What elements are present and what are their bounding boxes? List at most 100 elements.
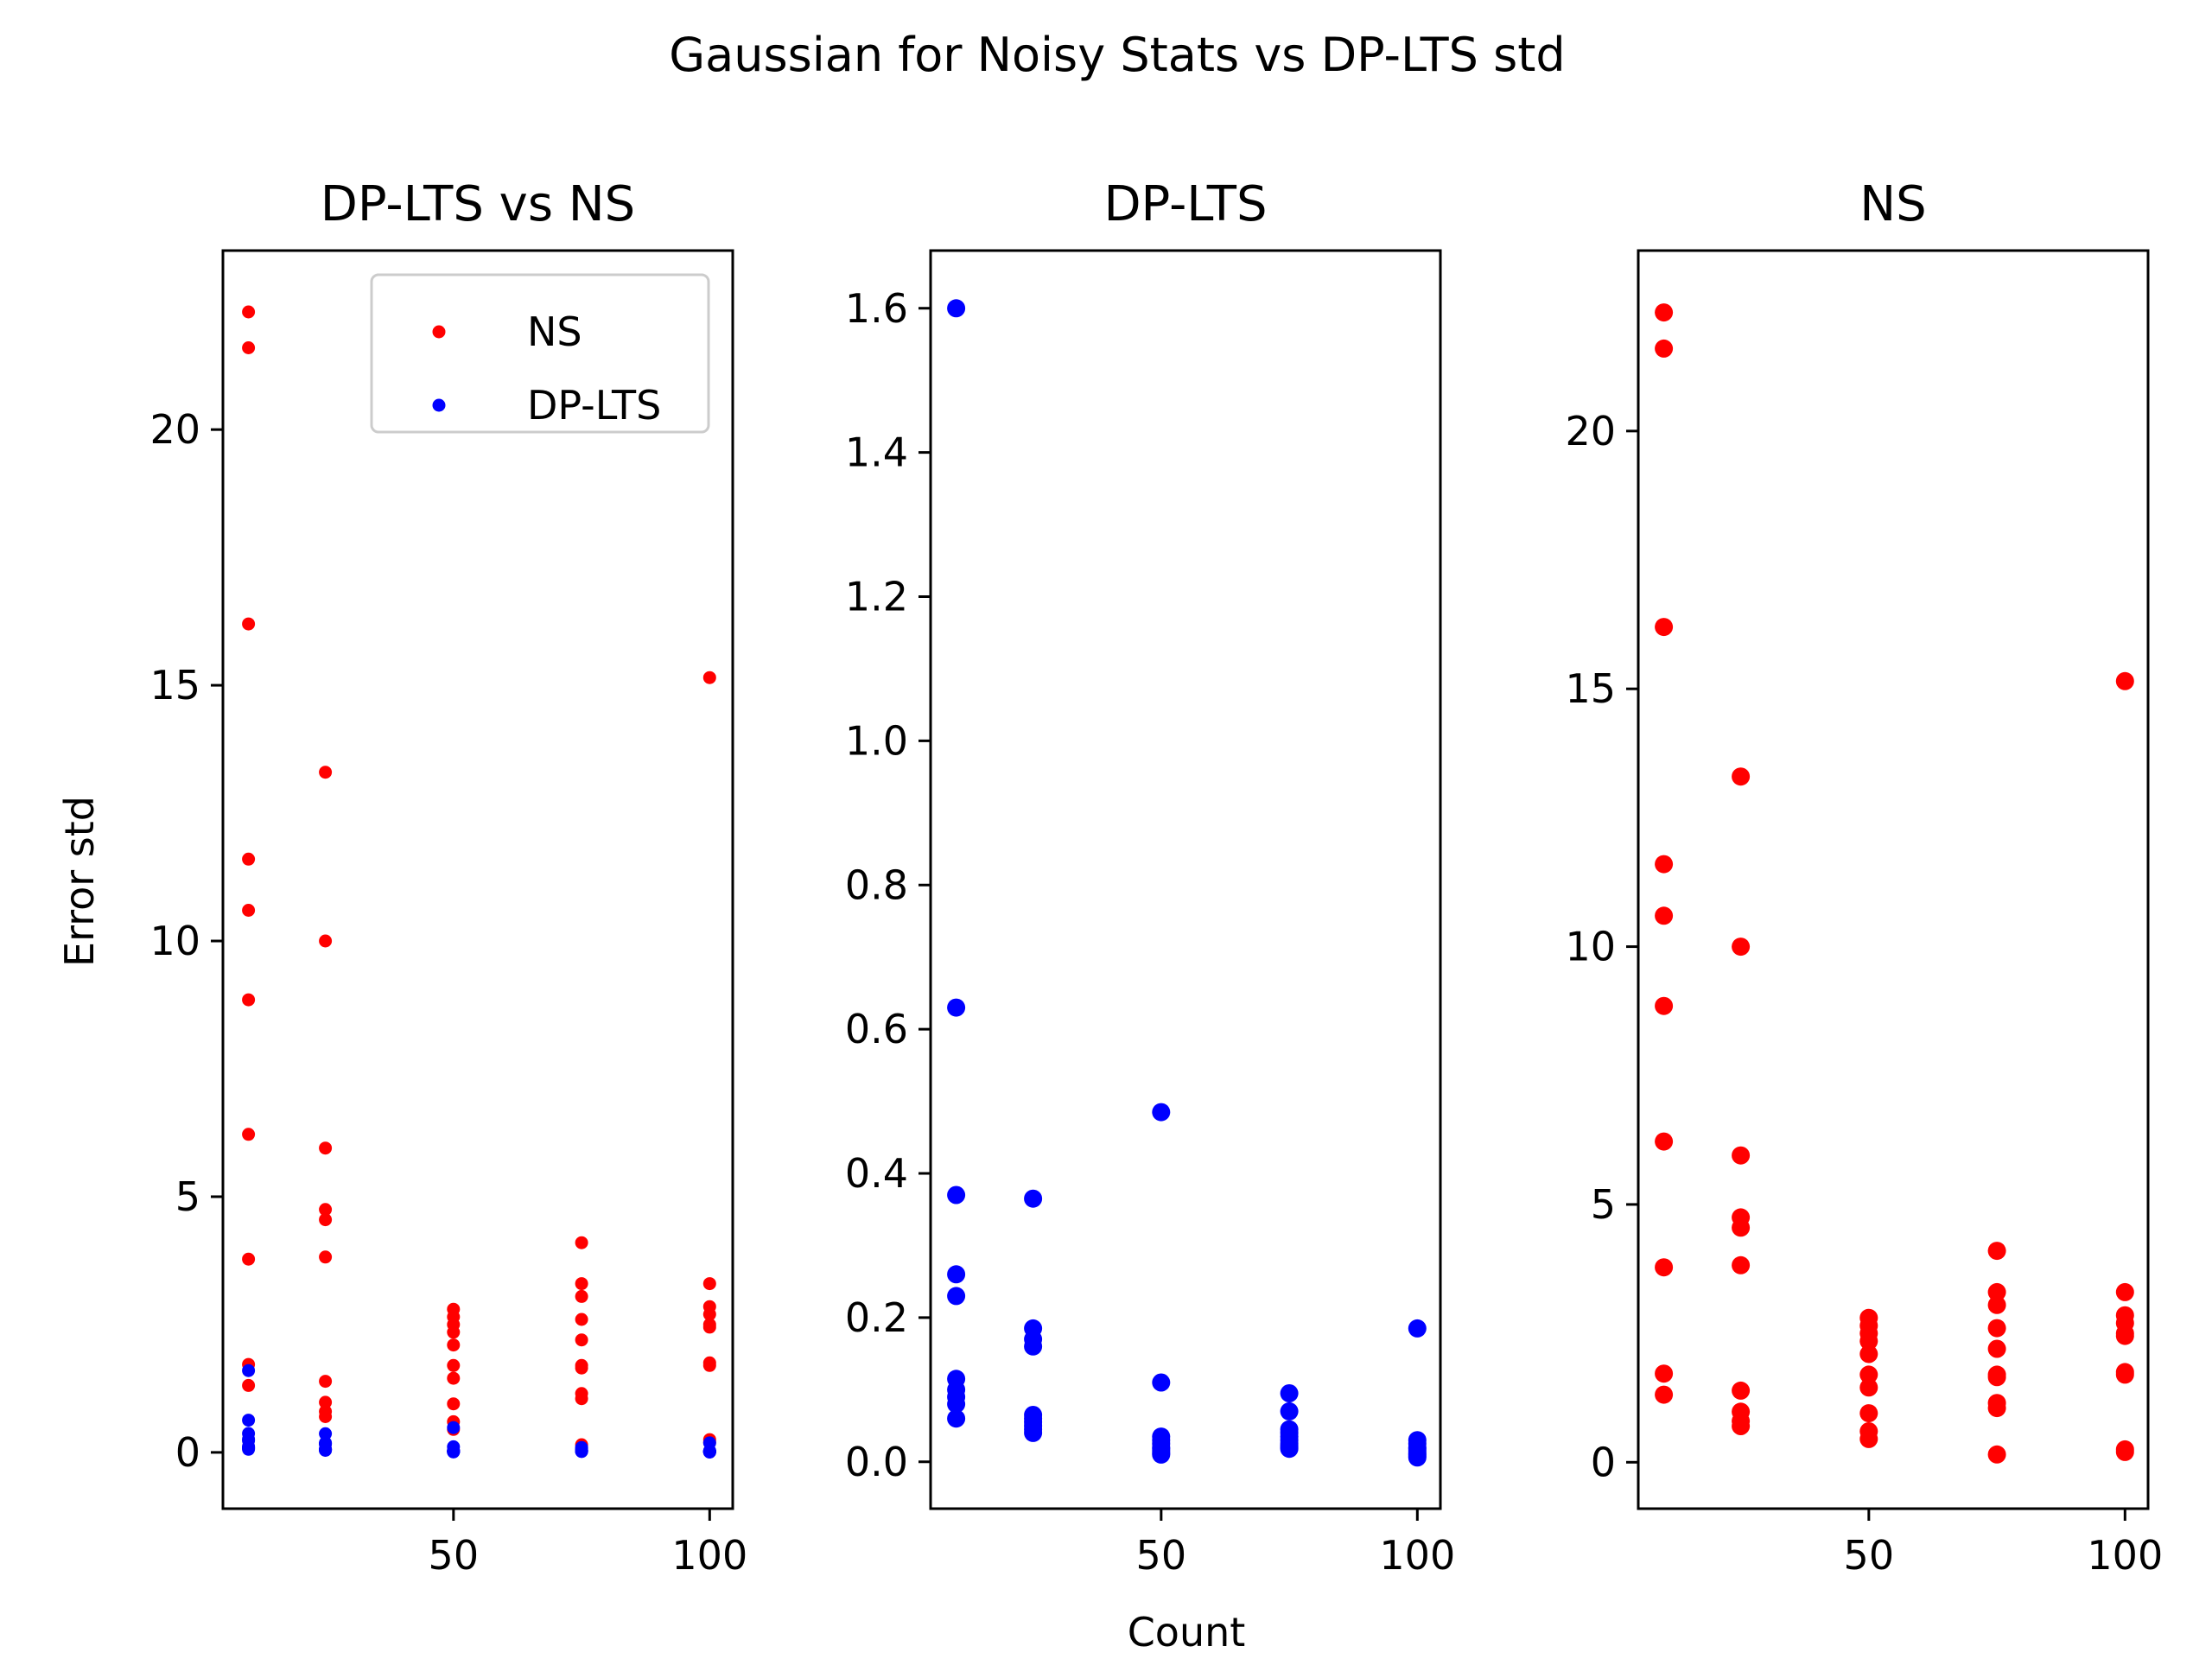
subplot-2: DP-LTS 50 100 0.0 0.2 0.4 0.6 0.8 1.0 1.2 1.4 1.6 <box>845 176 1455 1579</box>
y-tick-label: 0.2 <box>845 1294 908 1341</box>
y-tick-label: 20 <box>1565 408 1616 454</box>
legend-marker <box>432 398 446 412</box>
x-tick-label: 100 <box>671 1532 747 1579</box>
data-point <box>1859 1365 1878 1384</box>
data-point <box>319 1213 333 1227</box>
y-tick-label: 10 <box>149 918 200 964</box>
data-point <box>2115 1326 2134 1345</box>
y-tick-label: 5 <box>175 1173 200 1220</box>
y-tick-label: 5 <box>1591 1181 1616 1228</box>
y-tick-label: 20 <box>149 406 200 453</box>
data-point <box>242 1378 256 1392</box>
y-tick-label: 15 <box>1565 665 1616 712</box>
data-point <box>1859 1344 1878 1363</box>
data-point <box>2115 1282 2134 1301</box>
x-tick-label: 50 <box>1844 1532 1895 1579</box>
data-point <box>1987 1445 2006 1464</box>
data-point <box>319 1444 333 1457</box>
data-point <box>947 1395 966 1414</box>
data-point <box>242 305 256 319</box>
legend-marker <box>432 325 446 339</box>
data-point <box>1024 1337 1043 1356</box>
data-point <box>947 1265 966 1284</box>
data-point <box>319 1203 333 1217</box>
legend: NS DP-LTS <box>370 273 710 434</box>
x-tick-label: 50 <box>1136 1532 1187 1579</box>
y-tick-label: 1.6 <box>845 285 908 332</box>
data-point <box>575 1333 588 1347</box>
data-point <box>1152 1103 1171 1122</box>
data-point <box>319 934 333 948</box>
y-tick-label: 1.2 <box>845 574 908 620</box>
data-point <box>1655 1385 1674 1404</box>
data-point <box>319 1395 333 1409</box>
y-tick-label: 1.0 <box>845 717 908 764</box>
y-tick-label: 0.4 <box>845 1150 908 1197</box>
y-tick-label: 10 <box>1565 924 1616 970</box>
data-point <box>702 671 716 684</box>
data-point <box>575 1392 588 1406</box>
axes-frame <box>1637 249 2150 1510</box>
data-point <box>947 1409 966 1428</box>
data-point <box>242 904 256 917</box>
data-point <box>319 1141 333 1155</box>
series-0 <box>242 305 716 1452</box>
series-0 <box>947 299 1427 1467</box>
data-point <box>575 1236 588 1249</box>
y-tick-label: 0 <box>1591 1439 1616 1485</box>
legend-label: DP-LTS <box>527 382 661 429</box>
data-point <box>1655 906 1674 925</box>
data-point <box>702 1320 716 1334</box>
data-point <box>1024 1189 1043 1208</box>
data-point <box>242 1252 256 1266</box>
data-point <box>1859 1332 1878 1351</box>
data-point <box>1732 1417 1751 1435</box>
data-point <box>575 1289 588 1303</box>
data-point <box>947 1185 966 1205</box>
x-tick-label: 50 <box>429 1532 480 1579</box>
data-point <box>242 1442 256 1456</box>
data-point <box>447 1397 461 1411</box>
y-tick-label: 0.0 <box>845 1439 908 1485</box>
y-tick-label: 1.4 <box>845 429 908 476</box>
data-point <box>1732 1255 1751 1274</box>
data-point <box>947 1287 966 1306</box>
data-point <box>947 299 966 318</box>
axes-frame <box>221 249 734 1510</box>
data-point <box>242 1414 256 1427</box>
data-point <box>575 1277 588 1291</box>
data-point <box>1655 855 1674 874</box>
subplot-title: NS <box>1859 176 1926 232</box>
x-tick-label: 100 <box>2087 1532 2163 1579</box>
legend-box <box>370 273 710 434</box>
axes-frame <box>929 249 1442 1510</box>
data-point <box>1732 767 1751 786</box>
data-point <box>1987 1242 2006 1261</box>
data-point <box>1280 1384 1299 1402</box>
y-axis-label: Error std <box>56 796 103 967</box>
data-point <box>1987 1399 2006 1418</box>
data-point <box>242 852 256 866</box>
x-tick-label: 100 <box>1379 1532 1455 1579</box>
data-point <box>947 998 966 1017</box>
data-point <box>1987 1368 2006 1387</box>
subplot-3: NS 50 100 0 5 10 15 20 <box>1565 176 2163 1579</box>
y-tick-label: 15 <box>149 662 200 709</box>
data-point <box>1987 1282 2006 1301</box>
data-point <box>1152 1445 1171 1464</box>
data-point <box>1655 339 1674 358</box>
data-point <box>447 1338 461 1352</box>
data-point <box>1655 1364 1674 1383</box>
data-point <box>1024 1423 1043 1442</box>
data-point <box>2115 1442 2134 1461</box>
series-0 <box>1655 303 2134 1464</box>
series-1 <box>242 1363 716 1459</box>
data-point <box>319 1375 333 1389</box>
y-tick-label: 0 <box>175 1429 200 1476</box>
data-point <box>702 1307 716 1321</box>
data-point <box>1655 303 1674 322</box>
x-axis-label: Count <box>1128 1609 1246 1656</box>
data-point <box>447 1421 461 1434</box>
